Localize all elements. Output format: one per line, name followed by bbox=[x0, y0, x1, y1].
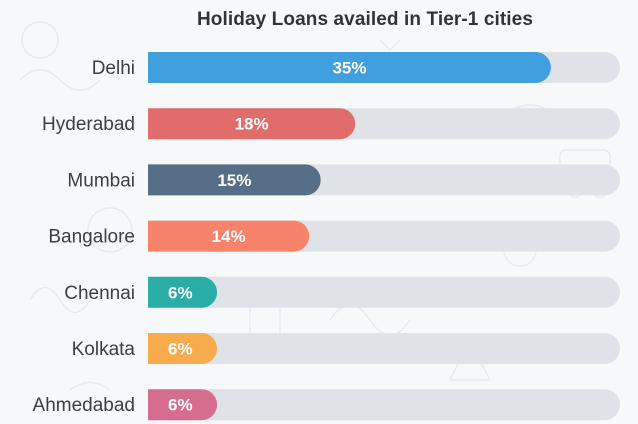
value-label: 6% bbox=[168, 396, 193, 415]
category-label: Ahmedabad bbox=[33, 395, 135, 416]
bar bbox=[148, 220, 310, 252]
category-label: Chennai bbox=[64, 283, 135, 304]
bar bbox=[148, 108, 356, 140]
bar-track bbox=[148, 276, 620, 308]
value-label: 18% bbox=[235, 115, 269, 134]
bar bbox=[148, 333, 218, 364]
chart-title: Holiday Loans availed in Tier-1 cities bbox=[196, 9, 534, 30]
bar-track bbox=[148, 333, 620, 364]
bar bbox=[148, 276, 218, 308]
category-label: Kolkata bbox=[72, 339, 136, 360]
bar-track bbox=[148, 389, 620, 421]
bar bbox=[148, 164, 321, 196]
category-label: Hyderabad bbox=[42, 114, 135, 135]
value-label: 6% bbox=[168, 340, 193, 359]
bar bbox=[148, 389, 218, 421]
category-label: Mumbai bbox=[67, 170, 135, 191]
value-label: 14% bbox=[212, 227, 246, 246]
value-label: 35% bbox=[332, 59, 366, 78]
value-label: 15% bbox=[217, 171, 251, 190]
bar bbox=[148, 52, 551, 83]
category-label: Delhi bbox=[92, 58, 135, 79]
category-label: Bangalore bbox=[48, 227, 135, 248]
value-label: 6% bbox=[168, 283, 193, 302]
